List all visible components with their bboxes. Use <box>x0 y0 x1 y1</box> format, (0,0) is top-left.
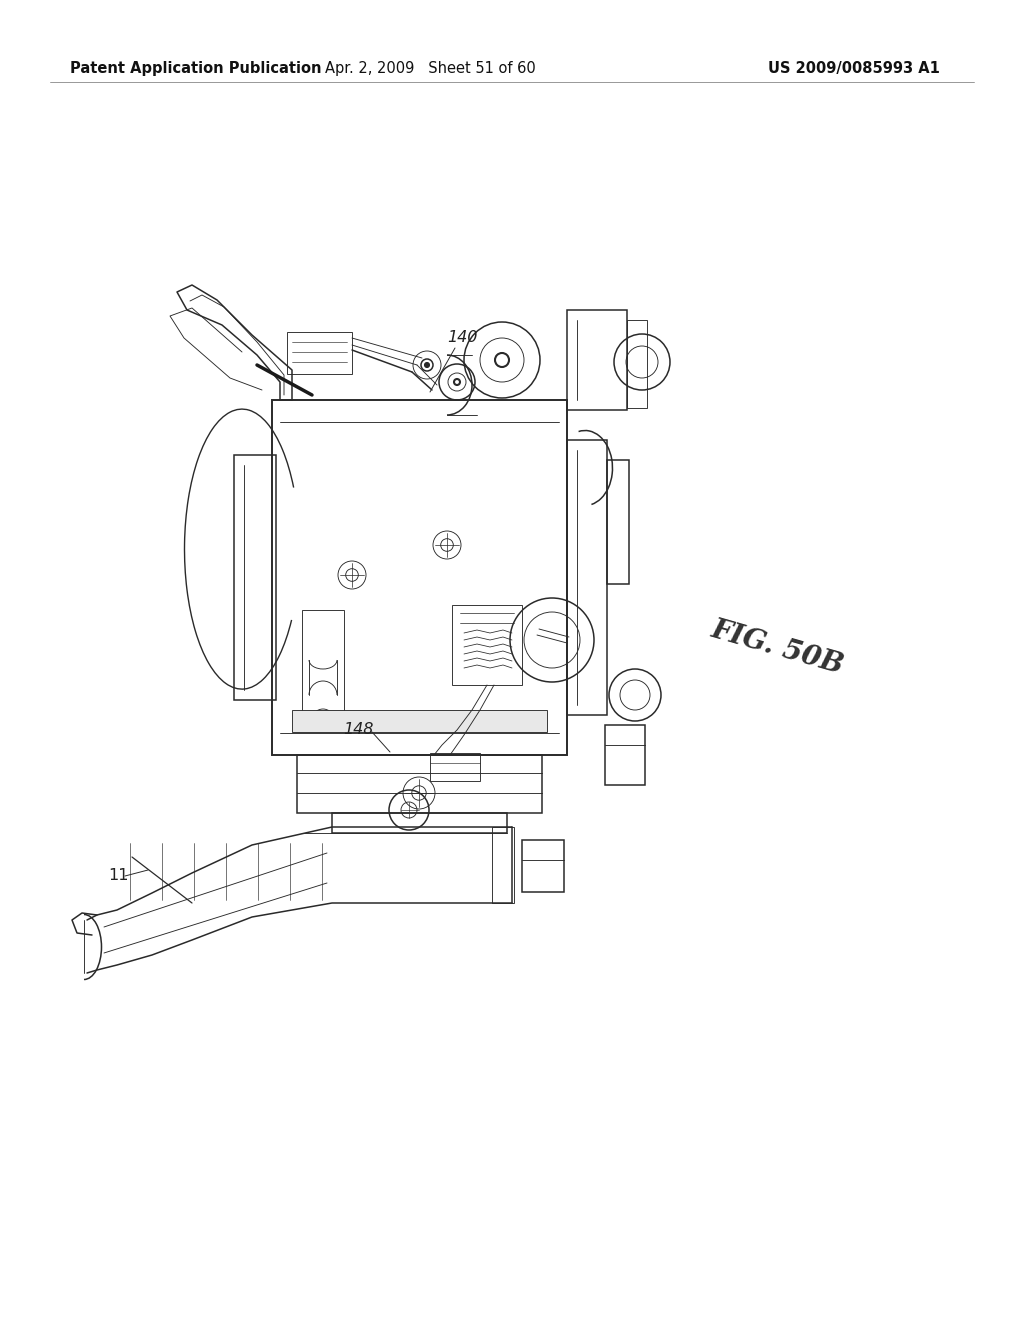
Bar <box>297 755 542 813</box>
Bar <box>430 752 480 781</box>
Bar <box>627 319 647 408</box>
Bar <box>287 333 352 374</box>
Circle shape <box>425 363 429 367</box>
Text: Apr. 2, 2009   Sheet 51 of 60: Apr. 2, 2009 Sheet 51 of 60 <box>325 61 536 75</box>
Bar <box>272 400 567 755</box>
Text: Patent Application Publication: Patent Application Publication <box>70 61 322 75</box>
Bar <box>522 840 564 892</box>
Bar <box>607 459 629 585</box>
Bar <box>492 828 514 903</box>
Text: US 2009/0085993 A1: US 2009/0085993 A1 <box>768 61 940 75</box>
Bar <box>452 605 522 685</box>
Text: 140: 140 <box>446 330 477 346</box>
Bar <box>302 610 344 719</box>
Text: 11: 11 <box>108 869 128 883</box>
Bar <box>332 813 507 833</box>
Bar <box>292 710 547 733</box>
Text: 148: 148 <box>343 722 373 738</box>
Bar <box>567 310 627 411</box>
Bar <box>605 725 645 785</box>
Text: FIG. 50B: FIG. 50B <box>708 616 847 680</box>
Bar <box>234 455 276 700</box>
Bar <box>567 440 607 715</box>
